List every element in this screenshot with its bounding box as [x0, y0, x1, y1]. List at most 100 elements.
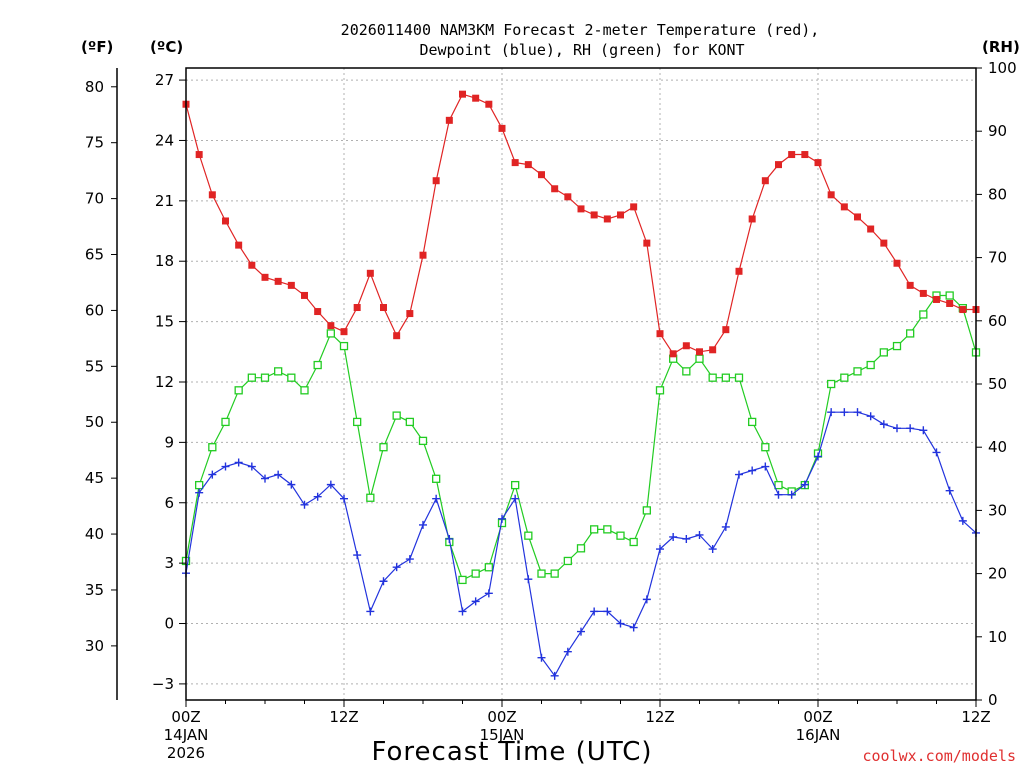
rh-point	[511, 480, 520, 490]
temperature-point	[590, 211, 598, 219]
rh-tick-label: 80	[988, 185, 1007, 203]
rh-point	[353, 417, 362, 427]
rh-point	[603, 525, 612, 534]
rh-tick-label: 10	[988, 628, 1007, 646]
celsius-tick-label: 21	[155, 192, 174, 210]
dewpoint-point	[735, 470, 743, 479]
temperature-point	[564, 193, 572, 201]
rh-tick-label: 50	[988, 375, 1007, 393]
temperature-point	[577, 205, 585, 213]
dewpoint-point	[748, 466, 757, 475]
celsius-tick-label: 3	[164, 554, 174, 572]
dewpoint-point	[879, 420, 888, 429]
series-layer	[181, 90, 981, 680]
grid-lines	[186, 68, 976, 700]
rh-point	[892, 341, 902, 351]
temperature-point	[248, 261, 256, 269]
rh-point	[919, 310, 928, 319]
dewpoint-point	[761, 462, 770, 471]
celsius-tick-label: 6	[164, 494, 174, 512]
rh-point	[274, 367, 283, 376]
temperature-point	[261, 273, 269, 281]
rh-point	[708, 373, 717, 382]
dewpoint-point	[827, 408, 836, 417]
temperature-point	[854, 213, 861, 221]
rh-tick-label: 0	[988, 691, 998, 709]
temperature-point	[709, 346, 717, 354]
time-tick-label: 12Z	[329, 708, 358, 726]
fahrenheit-tick-label: 45	[85, 469, 104, 487]
rh-point	[313, 360, 322, 370]
temperature-point	[603, 215, 611, 223]
temperature-point	[919, 289, 927, 297]
plot-frame	[185, 67, 977, 701]
dewpoint-point	[498, 514, 506, 523]
dewpoint-point	[287, 480, 296, 489]
temperature-point	[814, 159, 822, 167]
rh-point	[655, 386, 665, 395]
dewpoint-point	[471, 597, 480, 606]
temperature-point	[933, 295, 940, 303]
temperature-point	[867, 225, 875, 233]
time-year-label: 2026	[167, 744, 205, 762]
dewpoint-point	[814, 452, 822, 461]
temperature-point	[682, 342, 690, 350]
fahrenheit-tick-label: 50	[85, 413, 104, 431]
rh-tick-label: 60	[988, 312, 1007, 330]
dewpoint-point	[261, 474, 269, 483]
dewpoint-point	[906, 424, 915, 433]
rh-unit-label: (RH)	[982, 38, 1020, 56]
dewpoint-point	[563, 647, 572, 656]
dewpoint-point	[221, 462, 230, 471]
credit-label: coolwx.com/models	[862, 747, 1016, 765]
rh-point	[392, 411, 401, 420]
temperature-point	[511, 159, 519, 167]
rh-point	[287, 373, 296, 382]
temperature-point	[722, 326, 730, 334]
rh-point	[260, 373, 270, 382]
dewpoint-point	[340, 494, 348, 503]
rh-point	[721, 373, 730, 382]
dewpoint-point	[840, 408, 849, 417]
rh-point	[774, 480, 783, 490]
rh-point	[379, 443, 388, 452]
rh-point	[221, 417, 230, 427]
dewpoint-point	[721, 522, 730, 531]
rh-tick-label: 30	[988, 501, 1007, 519]
celsius-tick-label: 15	[155, 313, 174, 331]
dewpoint-point	[432, 494, 441, 503]
temperature-point	[617, 211, 624, 219]
celsius-tick-label: 12	[155, 373, 174, 391]
fahrenheit-tick-label: 55	[85, 357, 104, 375]
fahrenheit-tick-label: 35	[85, 581, 104, 599]
temperature-point	[893, 259, 901, 267]
temperature-point	[906, 281, 914, 289]
temperature-point	[419, 251, 427, 259]
rh-tick-label: 100	[988, 59, 1017, 77]
dewpoint-point	[577, 627, 585, 636]
temperature-point	[445, 116, 453, 124]
rh-point	[471, 569, 480, 578]
dewpoint-point	[603, 607, 612, 616]
time-date-label: 16JAN	[796, 726, 841, 744]
dewpoint-point	[234, 458, 243, 467]
temperature-point	[301, 291, 308, 299]
temperature-point	[827, 191, 835, 199]
rh-tick-label: 90	[988, 122, 1007, 140]
temperature-point	[485, 100, 493, 108]
time-tick-label: 12Z	[645, 708, 674, 726]
dewpoint-point	[932, 448, 941, 457]
dewpoint-point	[774, 490, 783, 499]
rh-point	[234, 386, 243, 395]
rh-point	[418, 436, 428, 446]
celsius-tick-label: −3	[152, 675, 174, 693]
dewpoint-point	[616, 619, 625, 628]
dewpoint-point	[656, 545, 664, 554]
dewpoint-point	[708, 545, 717, 554]
temperature-point	[880, 239, 888, 247]
temperature-point	[946, 299, 954, 307]
rh-point	[761, 443, 770, 452]
fahrenheit-tick-label: 70	[85, 190, 104, 208]
rh-point	[484, 563, 493, 572]
rh-point	[537, 569, 546, 578]
